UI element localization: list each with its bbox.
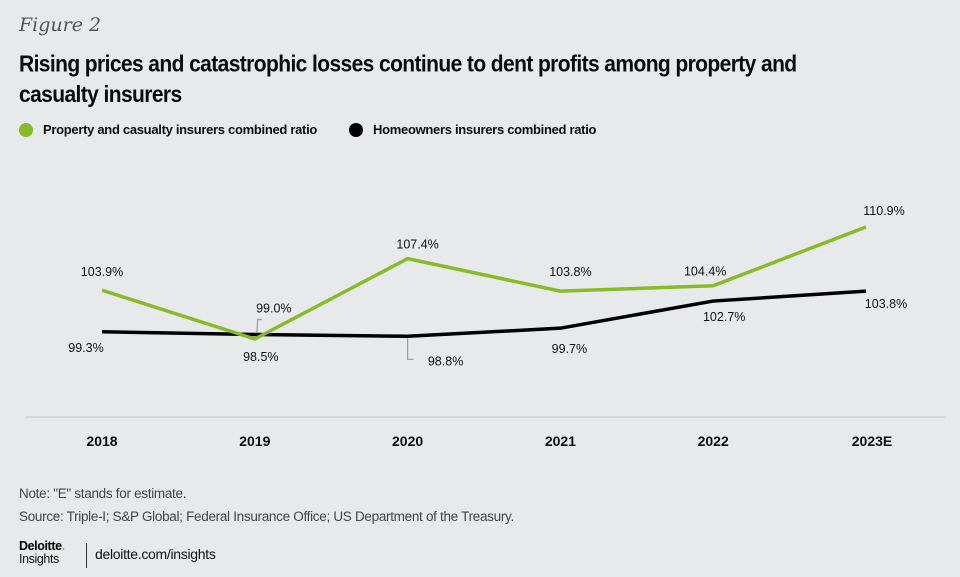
footer-url[interactable]: deloitte.com/insights bbox=[95, 546, 216, 562]
data-label: 104.4% bbox=[684, 265, 726, 279]
deloitte-insights-logo: Deloitte. Insights bbox=[19, 540, 65, 566]
footnote: Note: "E" stands for estimate. bbox=[19, 486, 187, 501]
data-label: 102.7% bbox=[703, 310, 745, 324]
leader-line bbox=[256, 318, 262, 333]
legend-item-homeowners: Homeowners insurers combined ratio bbox=[349, 122, 596, 137]
data-label: 98.5% bbox=[243, 350, 278, 364]
x-tick-label: 2022 bbox=[698, 433, 729, 449]
x-tick-label: 2018 bbox=[86, 433, 117, 449]
logo-deloitte: Deloitte bbox=[19, 539, 62, 553]
data-label: 99.7% bbox=[552, 342, 587, 356]
data-label: 110.9% bbox=[863, 204, 904, 218]
legend-dot-green-icon bbox=[19, 122, 33, 137]
leader-lines bbox=[256, 318, 414, 360]
logo-green-dot: . bbox=[61, 539, 65, 553]
chart-title: Rising prices and catastrophic losses co… bbox=[19, 52, 797, 108]
data-label: 103.8% bbox=[549, 265, 591, 279]
legend-label: Property and casualty insurers combined … bbox=[43, 122, 318, 137]
x-tick-label: 2021 bbox=[545, 433, 576, 449]
x-tick-label: 2020 bbox=[392, 433, 423, 449]
x-tick-label: 2019 bbox=[239, 433, 270, 449]
data-label: 98.8% bbox=[428, 354, 463, 368]
source-note: Source: Triple-I; S&P Global; Federal In… bbox=[19, 509, 514, 524]
data-label: 99.3% bbox=[68, 341, 103, 355]
legend-label: Homeowners insurers combined ratio bbox=[373, 122, 597, 137]
legend: Property and casualty insurers combined … bbox=[19, 122, 628, 137]
x-tick-label: 2023E bbox=[852, 433, 892, 449]
figure-label: Figure 2 bbox=[19, 14, 102, 36]
legend-item-pc: Property and casualty insurers combined … bbox=[19, 122, 317, 137]
legend-dot-black-icon bbox=[349, 122, 364, 137]
logo-divider bbox=[86, 543, 87, 568]
data-label: 99.0% bbox=[256, 301, 291, 315]
series-line-property-casualty bbox=[101, 225, 867, 341]
leader-line bbox=[407, 338, 414, 360]
data-label: 103.9% bbox=[81, 265, 123, 279]
data-label: 103.8% bbox=[865, 297, 907, 311]
data-label: 107.4% bbox=[396, 238, 438, 252]
series-line-homeowners bbox=[101, 289, 867, 339]
logo-insights: Insights bbox=[19, 552, 59, 566]
